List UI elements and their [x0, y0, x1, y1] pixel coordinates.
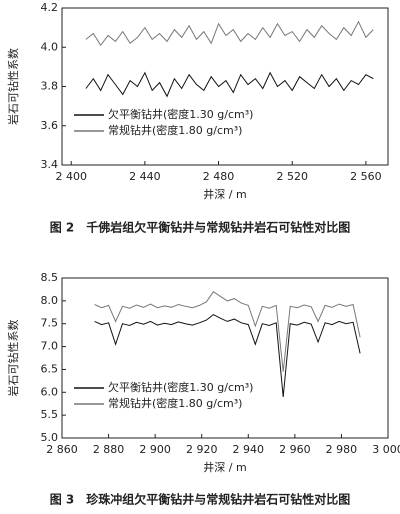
- x-axis-label: 井深 / m: [203, 460, 246, 474]
- data-line: [94, 314, 361, 397]
- x-tick-label: 2 480: [203, 170, 235, 183]
- y-tick-label: 8.0: [41, 294, 59, 307]
- y-tick-label: 3.8: [41, 80, 59, 93]
- y-tick-label: 3.6: [41, 119, 59, 132]
- y-axis-label: 岩石可钻性系数: [6, 48, 20, 125]
- legend-label: 欠平衡钻井(密度1.30 g/cm³): [108, 107, 253, 121]
- x-tick-label: 2 880: [93, 443, 125, 456]
- x-tick-label: 2 860: [46, 443, 78, 456]
- legend-label: 欠平衡钻井(密度1.30 g/cm³): [108, 380, 253, 394]
- legend-label: 常规钻井(密度1.80 g/cm³): [108, 123, 242, 137]
- caption: 图 2 千佛岩组欠平衡钻井与常规钻井岩石可钻性对比图: [50, 220, 351, 235]
- x-tick-label: 2 940: [233, 443, 265, 456]
- y-tick-label: 7.0: [41, 340, 59, 353]
- y-tick-label: 5.5: [41, 408, 59, 421]
- plot-frame: [61, 7, 389, 166]
- plot-frame: [61, 277, 389, 439]
- legend-label: 常规钻井(密度1.80 g/cm³): [108, 396, 242, 410]
- y-tick-label: 7.5: [41, 317, 59, 330]
- caption: 图 3 珍珠冲组欠平衡钻井与常规钻井岩石可钻性对比图: [50, 492, 351, 507]
- y-tick-label: 4.2: [41, 1, 59, 14]
- x-tick-label: 3 000: [372, 443, 400, 456]
- x-tick-label: 2 440: [129, 170, 161, 183]
- x-tick-label: 2 980: [326, 443, 358, 456]
- y-tick-label: 8.5: [41, 271, 59, 284]
- y-tick-label: 6.5: [41, 362, 59, 375]
- data-line: [94, 291, 361, 372]
- y-tick-label: 6.0: [41, 385, 59, 398]
- x-tick-label: 2 560: [350, 170, 382, 183]
- y-tick-label: 4.0: [41, 40, 59, 53]
- x-tick-label: 2 400: [55, 170, 87, 183]
- x-axis-label: 井深 / m: [203, 187, 246, 201]
- data-line: [85, 20, 374, 47]
- y-axis-label: 岩石可钻性系数: [6, 320, 20, 397]
- data-line: [85, 71, 374, 98]
- x-tick-label: 2 920: [186, 443, 218, 456]
- x-tick-label: 2 520: [276, 170, 308, 183]
- x-tick-label: 2 960: [279, 443, 311, 456]
- y-tick-label: 5.0: [41, 431, 59, 444]
- y-tick-label: 3.4: [41, 158, 59, 171]
- x-tick-label: 2 900: [139, 443, 171, 456]
